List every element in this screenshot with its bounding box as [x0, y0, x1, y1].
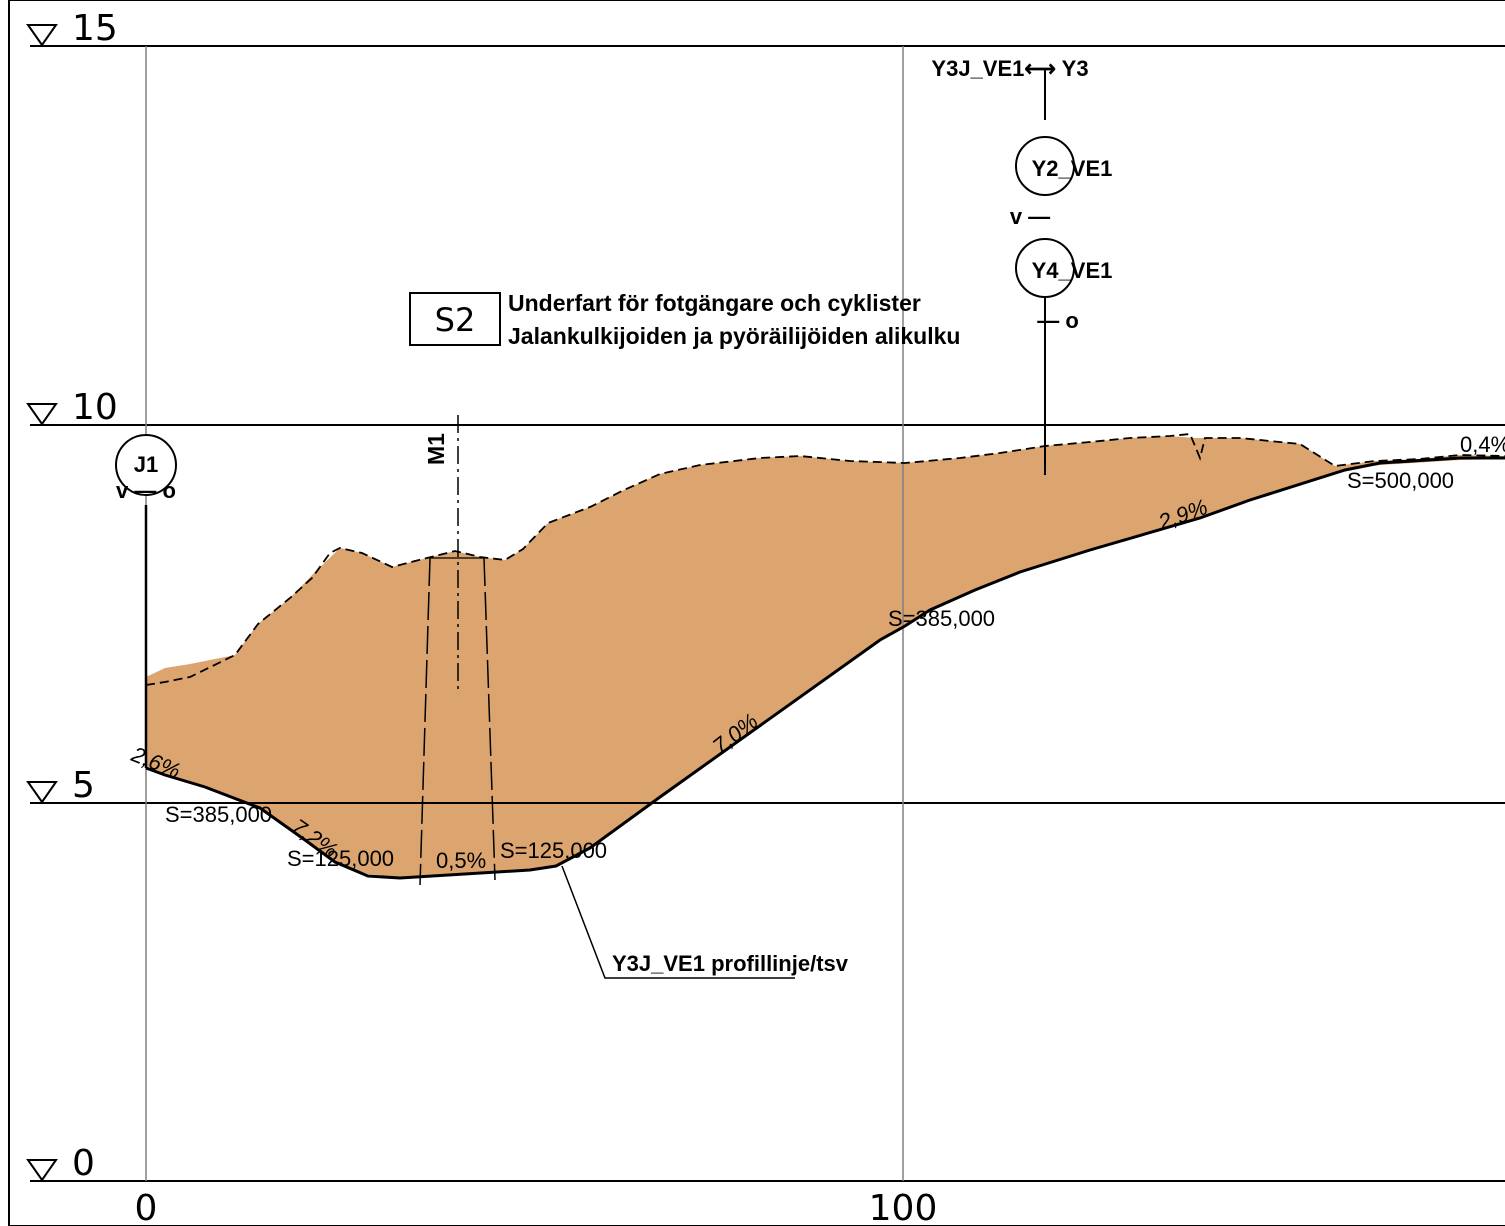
structure-s2: S2 Underfart för fotgängare och cykliste…: [409, 290, 960, 349]
elevation-label-0: 0: [72, 1143, 95, 1184]
profile-line-label: Y3J_VE1 profillinje/tsv: [612, 951, 849, 976]
structure-code: S2: [435, 301, 476, 339]
m1-right-wall: [483, 557, 496, 881]
triangle-icon: [26, 781, 58, 804]
y3-link-label: Y3J_VE1⟷ Y3: [931, 56, 1088, 81]
y2-circle: [1015, 136, 1075, 196]
elevation-marker-10: 10: [26, 387, 118, 428]
elevation-marker-5: 5: [26, 765, 95, 806]
profile-leader-line: [561, 865, 795, 979]
elevation-label-15: 15: [72, 8, 118, 49]
elevation-label-10: 10: [72, 387, 118, 428]
m1-label: M1: [423, 433, 449, 465]
design-profile-line: [145, 456, 1505, 880]
junction-marker-j1: J1 v — o: [115, 434, 177, 768]
station-label-100: 100: [869, 1188, 938, 1226]
elevation-marker-15: 15: [26, 8, 118, 49]
y-v-label: v —: [1010, 204, 1050, 229]
y-o-label: — o: [1037, 308, 1079, 333]
cut-fill-area: [146, 436, 1505, 877]
triangle-icon: [26, 1159, 58, 1182]
j1-label: J1: [134, 452, 158, 477]
j1-circle: [115, 434, 177, 496]
curve-label-4: S=385,000: [888, 606, 995, 631]
underpass-m1: M1: [419, 415, 496, 886]
slope-label-3: 0,5%: [436, 848, 486, 873]
curve-label-3: S=125,000: [500, 838, 607, 863]
structure-line-1: Underfart för fotgängare och cyklister: [508, 290, 921, 316]
y4-label: Y4_VE1: [1032, 258, 1113, 283]
curve-label-1: S=385,000: [165, 802, 272, 827]
elevation-label-5: 5: [72, 765, 95, 806]
m1-left-wall: [419, 557, 431, 886]
triangle-icon: [26, 24, 58, 47]
elevation-marker-0: 0: [26, 1143, 95, 1184]
drawing-frame: [8, 0, 1505, 1226]
station-label-0: 0: [135, 1188, 158, 1226]
curve-label-5: S=500,000: [1347, 468, 1454, 493]
junction-marker-y: Y3J_VE1⟷ Y3 Y2_VE1 v — Y4_VE1 — o: [931, 56, 1112, 475]
structure-line-2: Jalankulkijoiden ja pyöräilijöiden aliku…: [508, 323, 960, 349]
profile-line-callout: Y3J_VE1 profillinje/tsv: [561, 865, 849, 979]
j1-side-label: v — o: [116, 478, 176, 503]
curve-label-2: S=125,000: [287, 846, 394, 871]
triangle-icon: [26, 403, 58, 426]
slope-label-6: 0,4%: [1460, 432, 1505, 457]
structure-code-box: [409, 292, 501, 346]
existing-ground-line: [145, 433, 1505, 686]
y2-label: Y2_VE1: [1032, 156, 1113, 181]
